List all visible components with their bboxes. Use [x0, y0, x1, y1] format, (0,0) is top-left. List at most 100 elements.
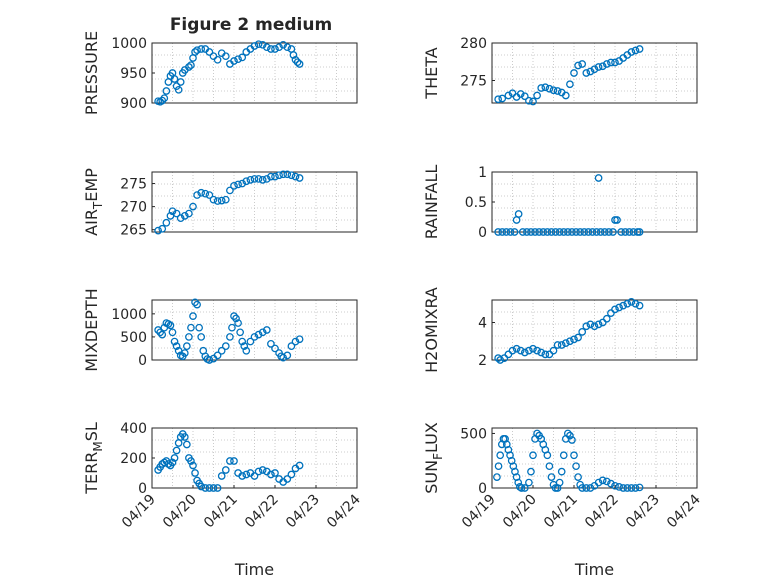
- data-point: [271, 469, 279, 477]
- data-point: [631, 46, 640, 55]
- data-point: [498, 94, 507, 103]
- y-tick-label: 275: [120, 177, 147, 193]
- data-point: [594, 174, 603, 182]
- data-point: [170, 454, 179, 462]
- data-point: [613, 216, 621, 224]
- data-point: [631, 484, 640, 492]
- data-point: [508, 346, 517, 355]
- data-point: [566, 80, 574, 89]
- data-point: [230, 457, 238, 465]
- data-point: [170, 337, 179, 346]
- data-point: [209, 484, 218, 492]
- data-point: [516, 483, 524, 491]
- data-point: [162, 87, 171, 95]
- data-point: [590, 322, 599, 331]
- data-point: [172, 446, 181, 455]
- data-point: [279, 353, 288, 362]
- data-point: [158, 224, 167, 233]
- x-tick-label: 04/24: [664, 491, 704, 531]
- data-point: [529, 344, 537, 353]
- y-axis-label: SUNFLUX: [422, 422, 445, 494]
- axes-box: [151, 171, 358, 233]
- data-point: [295, 335, 304, 344]
- data-point: [582, 484, 591, 492]
- data-point: [258, 328, 267, 337]
- data-point: [234, 180, 242, 189]
- data-point: [559, 451, 568, 460]
- data-point: [283, 475, 292, 483]
- data-point: [221, 195, 230, 204]
- data-point: [226, 457, 234, 465]
- data-point: [494, 95, 502, 104]
- y-tick-label: 1: [478, 165, 487, 181]
- data-point: [217, 196, 226, 205]
- data-point: [258, 175, 267, 184]
- data-point: [582, 322, 591, 331]
- data-point: [615, 303, 623, 312]
- x-tick-label: 04/21: [201, 492, 241, 532]
- data-point: [566, 337, 574, 346]
- data-point: [572, 462, 580, 471]
- y-tick-label: 500: [460, 426, 487, 442]
- data-point: [228, 323, 236, 332]
- data-point: [164, 460, 173, 468]
- data-point: [582, 69, 591, 77]
- data-point: [506, 228, 515, 236]
- data-point: [635, 228, 644, 236]
- data-point: [197, 482, 206, 491]
- data-point: [209, 195, 218, 204]
- data-point: [602, 477, 611, 486]
- y-tick-label: 0: [478, 225, 487, 241]
- data-point: [267, 470, 275, 479]
- data-point: [578, 60, 587, 68]
- data-point: [598, 62, 607, 71]
- data-point: [183, 342, 191, 351]
- data-point: [598, 476, 607, 485]
- data-point: [217, 472, 226, 480]
- data-point: [609, 228, 617, 236]
- data-point: [602, 60, 611, 68]
- data-point: [240, 342, 249, 351]
- data-point: [213, 197, 222, 205]
- y-tick-label: 270: [120, 200, 147, 216]
- subplot: 0 500 SUNFLUX 04/19 04/20 04/21 04/22 04/23 04/2…: [422, 422, 704, 579]
- x-tick-label: 04/24: [324, 491, 364, 531]
- data-point: [607, 309, 615, 317]
- data-point: [205, 356, 214, 364]
- data-point: [594, 320, 603, 329]
- data-point: [496, 356, 505, 364]
- data-point: [262, 326, 271, 334]
- y-axis-label: RAINFALL: [422, 165, 441, 240]
- data-point: [635, 301, 644, 310]
- data-point: [611, 58, 619, 67]
- data-point: [566, 431, 574, 440]
- data-point: [623, 299, 632, 308]
- data-point: [262, 43, 271, 52]
- y-tick-label: 275: [460, 74, 487, 90]
- data-point: [238, 337, 247, 346]
- data-point: [287, 470, 296, 479]
- data-point: [625, 228, 634, 236]
- data-point: [191, 298, 199, 307]
- data-point: [180, 349, 189, 357]
- y-tick-label: 0: [138, 481, 147, 497]
- data-point: [158, 330, 167, 339]
- data-point: [541, 83, 550, 92]
- data-point: [267, 172, 275, 181]
- data-point: [193, 300, 201, 309]
- data-point: [295, 461, 304, 470]
- data-point: [545, 350, 554, 359]
- data-point: [205, 191, 214, 199]
- data-point: [508, 89, 517, 98]
- data-point: [635, 45, 644, 53]
- data-point: [522, 228, 531, 236]
- data-point: [570, 451, 578, 460]
- x-tick-label: 04/20: [160, 492, 200, 532]
- x-tick-label: 04/21: [541, 492, 581, 532]
- data-point: [541, 350, 550, 359]
- data-point: [221, 52, 230, 61]
- data-point: [197, 45, 206, 53]
- data-point: [156, 328, 165, 337]
- x-axis-label: Time: [234, 560, 274, 579]
- data-point: [514, 478, 523, 487]
